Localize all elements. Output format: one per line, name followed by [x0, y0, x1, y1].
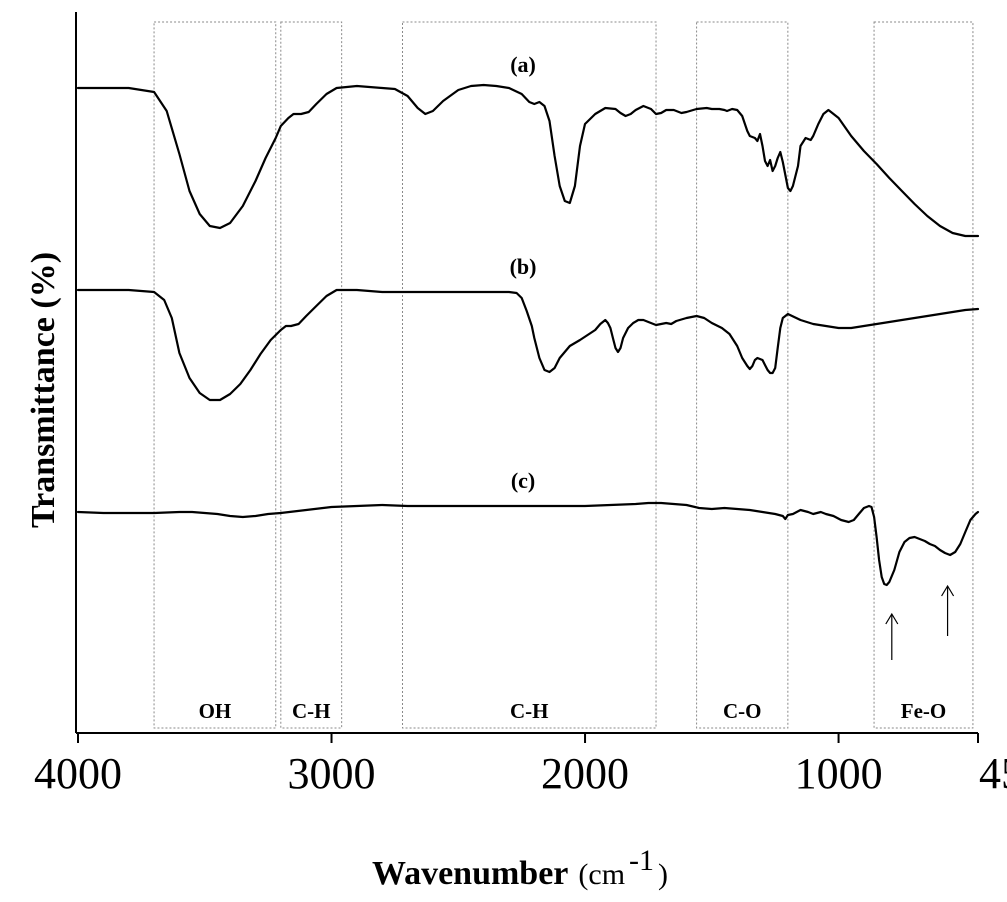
region-box-3: [696, 21, 789, 729]
series-labels: (a) (b) (c): [510, 52, 537, 493]
spectra-layer: [76, 83, 980, 587]
series-label-c: (c): [511, 468, 535, 493]
x-axis-unit-superscript: -1: [629, 844, 654, 877]
x-axis-title-text: Wavenumber: [372, 855, 568, 892]
x-axis-unit: (cm: [578, 858, 625, 891]
series-line-b: [76, 288, 980, 402]
axes: [75, 12, 978, 734]
peak-arrow-1: [941, 584, 955, 636]
y-axis-title: Transmittance (%): [25, 252, 62, 528]
x-tick-label-2000: 2000: [541, 749, 629, 798]
x-tick-label-450: 450: [979, 749, 1007, 798]
series-line-a: [76, 83, 980, 238]
region-box-1: [280, 21, 343, 729]
peak-arrow-head-0: [885, 612, 899, 625]
x-axis-ticks: 4000 3000 2000 1000 450: [34, 733, 1007, 798]
x-axis-unit-close: ): [658, 858, 668, 891]
region-boxes: OH C-H C-H C-O Fe-O: [153, 21, 974, 729]
region-label-0: OH: [199, 699, 232, 723]
region-label-3: C-O: [723, 699, 762, 723]
x-tick-label-4000: 4000: [34, 749, 122, 798]
region-box-4: [873, 21, 974, 729]
series-line-c: [76, 501, 980, 587]
x-tick-label-3000: 3000: [288, 749, 376, 798]
peak-arrow-head-1: [941, 584, 955, 597]
series-label-b: (b): [510, 254, 537, 279]
region-box-0: [153, 21, 277, 729]
region-box-2: [402, 21, 657, 729]
series-label-a: (a): [510, 52, 536, 77]
x-axis-title: Wavenumber (cm -1 ): [372, 844, 668, 892]
x-tick-label-1000: 1000: [795, 749, 883, 798]
region-label-2: C-H: [510, 699, 549, 723]
peak-arrows: [885, 584, 955, 660]
peak-arrow-0: [885, 612, 899, 660]
region-label-4: Fe-O: [901, 699, 946, 723]
region-label-1: C-H: [292, 699, 331, 723]
